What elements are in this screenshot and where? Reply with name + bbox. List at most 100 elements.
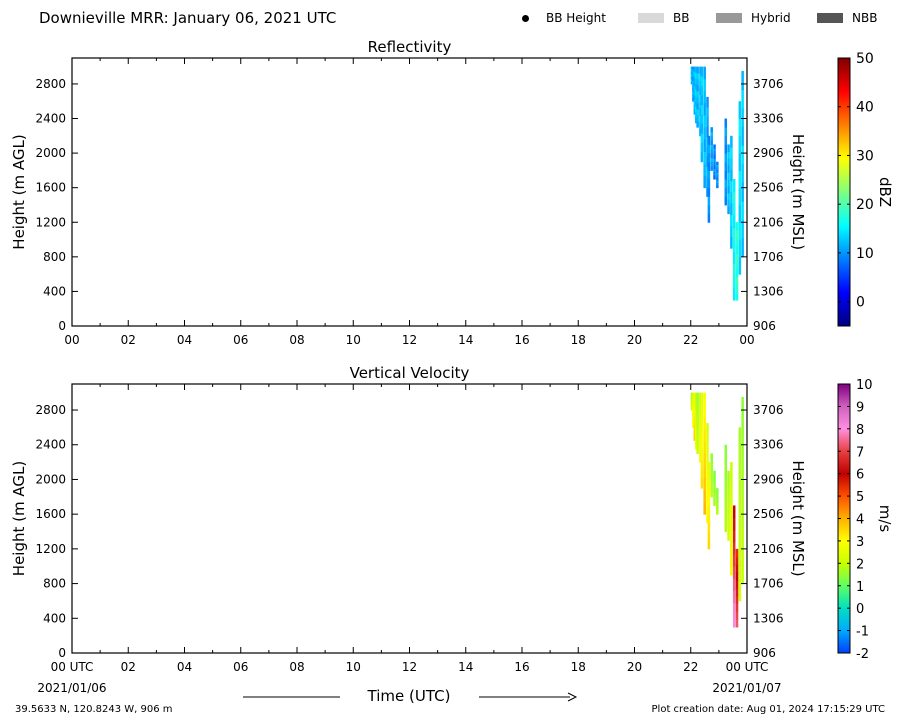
colorbar-tick-label-0-4: 40	[856, 100, 874, 116]
data-column-1-11	[713, 474, 716, 479]
data-column-1-7	[703, 404, 706, 418]
xtick-label-0-7: 14	[458, 333, 473, 347]
data-column-0-13	[724, 179, 728, 189]
data-column-1-1	[692, 410, 695, 415]
data-column-1-13	[724, 496, 728, 506]
data-column-1-18	[738, 514, 742, 533]
data-column-0-13	[724, 127, 728, 137]
data-column-1-7	[703, 502, 706, 515]
data-column-1-6	[700, 392, 704, 403]
ylabel-left-1: Height (m AGL)	[10, 461, 28, 576]
data-column-1-11	[713, 470, 716, 475]
data-column-1-2	[693, 421, 697, 427]
data-column-0-0	[690, 68, 694, 71]
data-column-0-13	[724, 153, 728, 163]
data-column-0-3	[694, 72, 698, 79]
data-column-1-16	[732, 590, 736, 604]
data-column-0-19	[741, 182, 744, 202]
colorbar-tick-label-0-2: 20	[856, 197, 874, 213]
end-date: 2021/01/07	[712, 681, 781, 695]
data-column-0-11	[713, 151, 716, 156]
data-column-0-8	[706, 186, 709, 197]
data-column-0-15	[730, 135, 733, 148]
data-column-0-18	[738, 256, 742, 275]
data-column-1-18	[738, 496, 742, 515]
data-column-0-1	[692, 80, 695, 85]
data-column-1-8	[706, 423, 709, 434]
data-column-1-5	[699, 441, 702, 449]
data-column-0-19	[741, 219, 744, 239]
data-column-0-3	[694, 89, 698, 96]
data-column-0-1	[692, 97, 695, 102]
figure-title: Downieville MRR: January 06, 2021 UTC	[39, 9, 337, 27]
data-column-0-6	[700, 142, 704, 153]
data-column-1-1	[692, 392, 695, 397]
ytick-label-right-0-6: 3306	[753, 112, 784, 126]
data-column-0-13	[724, 187, 728, 197]
data-column-0-17	[735, 292, 739, 301]
data-column-0-1	[692, 94, 695, 99]
xtick-label-0-2: 04	[177, 333, 192, 347]
data-column-1-9	[707, 462, 711, 472]
data-column-1-5	[699, 455, 702, 463]
data-column-0-17	[735, 268, 739, 278]
data-column-1-3	[694, 443, 698, 450]
data-column-0-8	[706, 156, 709, 167]
data-column-0-8	[706, 136, 709, 148]
xtick-label-1-4: 08	[289, 660, 304, 674]
data-column-0-5	[699, 80, 702, 88]
xtick-label-1-10: 20	[627, 660, 642, 674]
data-column-1-9	[707, 522, 711, 533]
data-column-1-14	[727, 512, 730, 520]
ylabel-right-1: Height (m MSL)	[789, 460, 807, 576]
ytick-label-right-1-0: 906	[753, 646, 776, 660]
xtick-label-1-0: 00 UTC	[51, 660, 94, 674]
data-column-1-12	[716, 501, 719, 505]
data-column-1-14	[727, 526, 730, 534]
data-column-0-11	[713, 147, 716, 152]
data-column-0-15	[730, 169, 733, 182]
data-column-1-14	[727, 470, 730, 479]
data-column-1-13	[724, 505, 728, 515]
data-column-0-16	[732, 263, 736, 277]
data-column-0-18	[738, 135, 742, 154]
xtick-label-1-12: 00 UTC	[726, 660, 769, 674]
colorbar-tick-label-1-6: 4	[856, 513, 864, 528]
data-column-1-1	[692, 399, 695, 404]
data-column-1-16	[732, 529, 736, 543]
data-column-0-14	[727, 165, 730, 173]
hybrid-swatch-icon	[716, 13, 742, 23]
data-column-0-2	[693, 104, 697, 110]
data-column-0-0	[690, 66, 694, 69]
data-column-0-8	[706, 176, 709, 187]
data-column-1-0	[690, 408, 694, 411]
data-column-0-14	[727, 158, 730, 166]
data-column-1-4	[696, 423, 699, 430]
data-column-0-17	[735, 276, 739, 286]
data-column-0-2	[693, 80, 697, 87]
ytick-label-right-1-1: 1306	[753, 611, 784, 625]
data-column-1-8	[706, 472, 709, 484]
data-column-1-6	[700, 478, 704, 489]
colorbar-tick-label-0-0: 0	[856, 295, 865, 311]
colorbar-tick-label-1-3: 1	[856, 580, 864, 595]
data-column-1-12	[716, 488, 719, 492]
xtick-label-1-1: 02	[121, 660, 136, 674]
data-column-0-10	[710, 140, 713, 145]
data-column-0-10	[710, 127, 713, 132]
data-column-1-10	[710, 492, 713, 498]
ytick-label-left-1-4: 1600	[35, 507, 66, 521]
data-column-1-4	[696, 416, 699, 424]
data-column-1-1	[692, 420, 695, 425]
data-column-1-3	[694, 420, 698, 428]
xtick-label-1-6: 12	[402, 660, 417, 674]
data-column-0-12	[716, 164, 719, 168]
data-column-1-6	[700, 402, 704, 413]
data-column-0-19	[741, 70, 744, 91]
ytick-label-left-0-5: 2000	[35, 146, 66, 160]
legend-nbb-label: NBB	[852, 11, 878, 25]
data-column-0-7	[703, 90, 706, 104]
data-column-0-4	[696, 109, 699, 116]
legend-nbb: NBB	[817, 11, 877, 25]
data-column-1-6	[700, 449, 704, 460]
